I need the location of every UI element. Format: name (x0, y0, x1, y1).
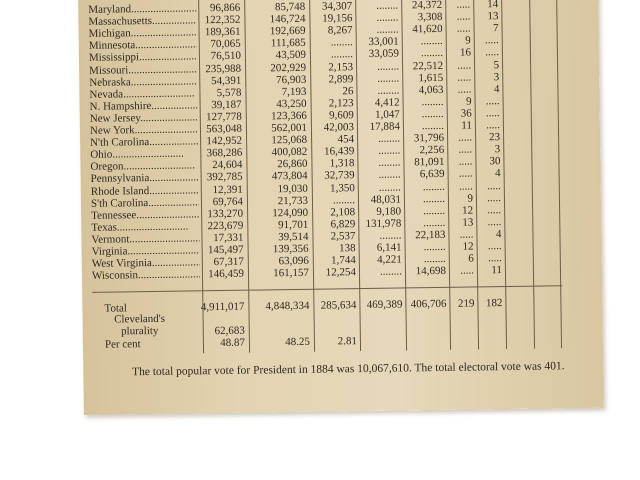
column-rule (555, 0, 563, 349)
percent-cell: 48.87 (220, 336, 246, 350)
vote-cell: 3 (494, 143, 501, 156)
plurality-label: Cleveland's plurality (114, 312, 166, 338)
vote-cell: 67,317 (213, 255, 244, 269)
total-rule (92, 285, 563, 293)
total-cell: 182 (485, 297, 503, 310)
vote-cell: 133,270 (207, 207, 244, 220)
vote-cell: ..... (485, 46, 499, 59)
vote-cell: 17,331 (213, 231, 244, 245)
vote-cell: 3 (493, 70, 500, 83)
vote-cell: 122,352 (204, 13, 241, 27)
vote-cell: 13 (487, 10, 499, 23)
vote-cell: 4 (495, 228, 502, 241)
vote-cell: 189,361 (204, 25, 241, 39)
vote-cell: 392,785 (206, 171, 243, 184)
almanac-page: The total popular vote for President in … (78, 0, 604, 415)
vote-cell: ..... (487, 203, 502, 216)
total-cell: 4,911,017 (200, 300, 245, 314)
vote-cell: 127,778 (205, 110, 242, 124)
vote-cell: 563,048 (206, 122, 243, 136)
vote-cell: ..... (487, 240, 502, 253)
vote-cell: 11 (491, 264, 503, 277)
vote-cell: ..... (487, 191, 502, 204)
footer-note: The total popular vote for President in … (131, 360, 565, 379)
vote-cell: 7 (492, 22, 499, 35)
vote-cell: 96,866 (209, 1, 241, 15)
vote-cell: ..... (484, 34, 499, 47)
vote-cell: 24,604 (212, 159, 243, 172)
vote-cell: ..... (485, 107, 500, 120)
vote-cell: 14 (487, 0, 499, 11)
vote-cell: 23 (489, 131, 501, 144)
vote-cell: 223,679 (207, 219, 244, 233)
vote-cell: 368,286 (206, 146, 243, 160)
plurality-cell: 62,683 (214, 324, 245, 338)
vote-cell: 30 (489, 155, 501, 168)
vote-cell: ..... (486, 119, 501, 132)
vote-cell: 54,391 (210, 74, 242, 87)
column-rule (528, 0, 536, 349)
vote-cell: 70,065 (210, 38, 241, 51)
vote-cell: 5 (493, 58, 500, 71)
vote-cell: 76,510 (210, 50, 242, 63)
vote-cell: 4 (495, 167, 501, 180)
vote-cell: 39,187 (211, 98, 242, 111)
vote-cell: 142,952 (206, 134, 243, 148)
vote-cell: 12,391 (212, 183, 243, 196)
vote-cell: ..... (487, 252, 502, 265)
vote-cell: ..... (485, 94, 500, 108)
vote-cell: ..... (486, 179, 501, 192)
vote-cell: 4 (493, 82, 500, 95)
vote-cell: 146,459 (208, 267, 245, 281)
vote-cell: ..... (487, 215, 502, 229)
percent-cell: 2.81 (337, 335, 358, 348)
vote-cell: 5,578 (216, 86, 242, 99)
vote-cell: 235,988 (205, 62, 242, 75)
vote-cell: 145,497 (207, 243, 244, 257)
vote-cell: 69,764 (212, 195, 244, 208)
